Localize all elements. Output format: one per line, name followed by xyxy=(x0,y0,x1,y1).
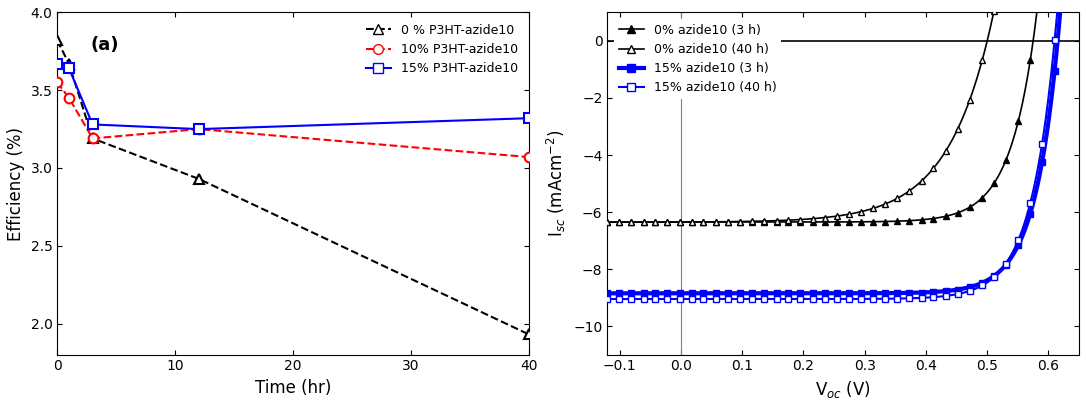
Y-axis label: I$_{sc}$ (mAcm$^{-2}$): I$_{sc}$ (mAcm$^{-2}$) xyxy=(544,130,568,237)
Text: (b): (b) xyxy=(631,23,660,41)
Y-axis label: Efficiency (%): Efficiency (%) xyxy=(7,127,25,241)
Legend: 0% azide10 (3 h), 0% azide10 (40 h), 15% azide10 (3 h), 15% azide10 (40 h): 0% azide10 (3 h), 0% azide10 (40 h), 15%… xyxy=(614,19,781,99)
X-axis label: V$_{oc}$ (V): V$_{oc}$ (V) xyxy=(816,379,871,400)
X-axis label: Time (hr): Time (hr) xyxy=(255,379,331,397)
Text: (a): (a) xyxy=(90,36,118,55)
Legend: 0 % P3HT-azide10, 10% P3HT-azide10, 15% P3HT-azide10: 0 % P3HT-azide10, 10% P3HT-azide10, 15% … xyxy=(361,19,522,80)
